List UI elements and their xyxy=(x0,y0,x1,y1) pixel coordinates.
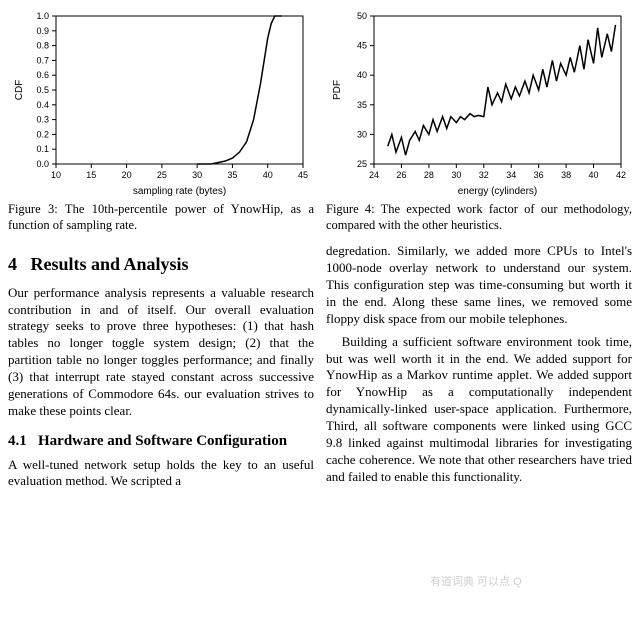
figure-4-chart: 24 26 28 30 32 34 36 38 40 42 25 30 35 40 45 50 energy (… xyxy=(326,8,631,198)
svg-text:24: 24 xyxy=(369,170,379,180)
section-number: 4 xyxy=(8,254,17,274)
svg-text:0.7: 0.7 xyxy=(36,55,49,65)
right-column: degredation. Similarly, we added more CP… xyxy=(326,243,632,496)
figure-3-box: 10 15 20 25 30 35 40 45 0.0 0.1 0.2 0.3 0.4 0.5 0.6 0.7… xyxy=(8,8,314,233)
svg-text:34: 34 xyxy=(506,170,516,180)
svg-text:30: 30 xyxy=(357,129,367,139)
svg-text:30: 30 xyxy=(192,170,202,180)
svg-text:25: 25 xyxy=(157,170,167,180)
figure-3-caption: Figure 3: The 10th-percentile power of Y… xyxy=(8,202,314,233)
svg-text:0.8: 0.8 xyxy=(36,41,49,51)
svg-text:25: 25 xyxy=(357,159,367,169)
svg-text:1.0: 1.0 xyxy=(36,11,49,21)
left-column: 4 Results and Analysis Our performance a… xyxy=(8,243,314,496)
figure-4-caption: Figure 4: The expected work factor of ou… xyxy=(326,202,632,233)
subsection-para-left: A well-tuned network setup holds the key… xyxy=(8,457,314,491)
figure-row: 10 15 20 25 30 35 40 45 0.0 0.1 0.2 0.3 0.4 0.5 0.6 0.7… xyxy=(8,8,632,233)
svg-text:0.4: 0.4 xyxy=(36,100,49,110)
svg-text:36: 36 xyxy=(534,170,544,180)
svg-text:32: 32 xyxy=(479,170,489,180)
subsection-heading: 4.1 Hardware and Software Configuration xyxy=(8,432,314,451)
svg-text:0.0: 0.0 xyxy=(36,159,49,169)
svg-text:20: 20 xyxy=(122,170,132,180)
svg-text:sampling rate (bytes): sampling rate (bytes) xyxy=(133,186,226,197)
svg-text:35: 35 xyxy=(357,100,367,110)
text-columns: 4 Results and Analysis Our performance a… xyxy=(8,243,632,496)
svg-text:0.1: 0.1 xyxy=(36,144,49,154)
svg-text:35: 35 xyxy=(227,170,237,180)
section-title: Results and Analysis xyxy=(31,254,189,274)
svg-text:10: 10 xyxy=(51,170,61,180)
svg-text:40: 40 xyxy=(589,170,599,180)
right-para-1: degredation. Similarly, we added more CP… xyxy=(326,243,632,327)
svg-text:30: 30 xyxy=(451,170,461,180)
section-heading: 4 Results and Analysis xyxy=(8,253,314,276)
svg-text:50: 50 xyxy=(357,11,367,21)
watermark-text: 有道词典 可以点 Q xyxy=(430,573,522,589)
svg-text:45: 45 xyxy=(298,170,308,180)
svg-text:0.3: 0.3 xyxy=(36,115,49,125)
svg-text:0.2: 0.2 xyxy=(36,129,49,139)
subsection-title: Hardware and Software Configuration xyxy=(38,433,287,449)
svg-text:PDF: PDF xyxy=(332,80,343,100)
svg-text:0.5: 0.5 xyxy=(36,85,49,95)
figure-4-box: 24 26 28 30 32 34 36 38 40 42 25 30 35 40 45 50 energy (… xyxy=(326,8,632,233)
svg-text:42: 42 xyxy=(616,170,626,180)
section-intro: Our performance analysis represents a va… xyxy=(8,285,314,420)
svg-text:energy (cylinders): energy (cylinders) xyxy=(458,186,537,197)
figure-3-chart: 10 15 20 25 30 35 40 45 0.0 0.1 0.2 0.3 0.4 0.5 0.6 0.7… xyxy=(8,8,313,198)
svg-text:0.6: 0.6 xyxy=(36,70,49,80)
subsection-number: 4.1 xyxy=(8,433,27,449)
svg-text:15: 15 xyxy=(86,170,96,180)
svg-text:26: 26 xyxy=(396,170,406,180)
svg-text:40: 40 xyxy=(263,170,273,180)
svg-text:28: 28 xyxy=(424,170,434,180)
svg-text:40: 40 xyxy=(357,70,367,80)
svg-text:0.9: 0.9 xyxy=(36,26,49,36)
right-para-2: Building a sufficient software environme… xyxy=(326,334,632,486)
svg-text:CDF: CDF xyxy=(14,80,25,101)
svg-text:38: 38 xyxy=(561,170,571,180)
svg-text:45: 45 xyxy=(357,41,367,51)
